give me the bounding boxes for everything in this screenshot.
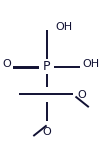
Text: O: O	[2, 59, 11, 69]
Text: P: P	[43, 60, 50, 73]
Text: OH: OH	[56, 22, 73, 32]
Text: O: O	[78, 90, 86, 100]
Text: OH: OH	[82, 59, 99, 69]
Text: O: O	[43, 127, 52, 137]
